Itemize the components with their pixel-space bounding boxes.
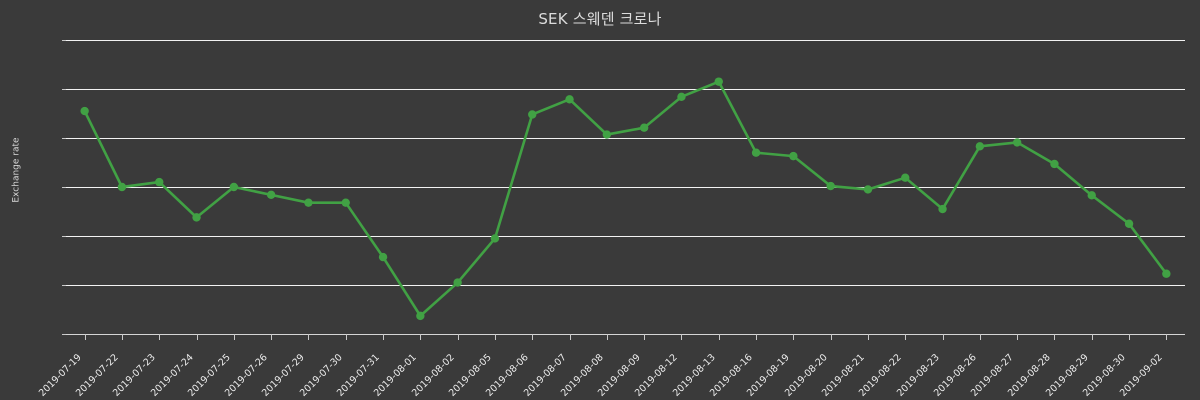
data-point-marker[interactable]: 2019-08-20: 125.02 xyxy=(826,181,835,191)
plot-area: 122123124125126127128 2019-07-19: 126.55… xyxy=(62,40,1185,335)
data-point-marker[interactable]: 2019-08-01: 122.37 xyxy=(416,311,425,321)
series-polyline xyxy=(83,80,1168,318)
data-point-marker[interactable]: 2019-07-25: 125 xyxy=(229,182,239,192)
data-point-marker[interactable]: 2019-08-08: 126.07 xyxy=(602,130,612,139)
data-point-marker[interactable]: 2019-07-30: 124.68 xyxy=(341,198,350,207)
data-point-marker[interactable]: 2019-08-26: 125.83 xyxy=(975,142,985,151)
data-point-marker[interactable]: 2019-08-29: 124.83 xyxy=(1087,191,1096,200)
gridline xyxy=(66,285,1185,286)
x-axis-tick-mark xyxy=(569,334,571,340)
y-axis-title-label: Exchange rate xyxy=(12,137,22,203)
data-point-marker[interactable]: 2019-08-27: 125.91 xyxy=(1012,138,1022,147)
data-point-marker[interactable]: 2019-07-22: 125 xyxy=(117,182,127,192)
x-axis-tick-mark xyxy=(718,334,720,340)
x-axis-tick-mark xyxy=(1017,334,1019,340)
series-line: 2019-07-19: 126.55 2019-07-22: 125 2019-07… xyxy=(80,77,1171,321)
data-point-marker[interactable]: 2019-08-23: 124.55 xyxy=(938,204,947,214)
x-axis-tick-mark xyxy=(494,334,496,340)
data-point-marker[interactable]: 2019-07-24: 124.38 xyxy=(192,213,201,222)
data-point-marker[interactable]: 2019-08-22: 125.19 xyxy=(901,173,910,182)
x-axis-tick-mark xyxy=(159,334,161,340)
data-point-marker[interactable]: 2019-08-16: 125.7 xyxy=(751,148,761,157)
x-axis-tick-mark xyxy=(979,334,981,340)
x-axis-tick-mark xyxy=(1054,334,1056,340)
gridline xyxy=(66,138,1185,139)
gridline xyxy=(66,187,1185,188)
data-point-marker[interactable]: 2019-07-23: 125.1 xyxy=(155,177,164,187)
x-axis-tick-mark xyxy=(457,334,459,340)
gridline xyxy=(66,236,1185,237)
data-point-marker[interactable]: 2019-07-31: 123.57 xyxy=(378,252,388,262)
data-point-marker[interactable]: 2019-08-02: 123.05 xyxy=(453,278,462,287)
x-axis-tick-mark xyxy=(644,334,646,340)
x-axis-line xyxy=(66,334,1185,335)
x-axis-tick-mark xyxy=(308,334,310,340)
x-axis-tick-mark xyxy=(532,334,534,340)
x-axis-tick-mark xyxy=(756,334,758,340)
y-axis-tick-mark xyxy=(62,285,66,286)
x-axis-tick-mark xyxy=(271,334,273,340)
x-axis-tick-mark xyxy=(606,334,608,340)
data-point-marker[interactable]: 2019-08-05: 123.95 xyxy=(490,234,500,243)
data-point-marker[interactable]: 2019-08-30: 124.25 xyxy=(1124,219,1134,228)
x-axis-tick-mark xyxy=(121,334,123,340)
data-point-marker[interactable]: 2019-08-12: 126.84 xyxy=(677,92,686,102)
y-axis-tick-mark xyxy=(62,138,66,139)
x-axis-tick-mark xyxy=(793,334,795,340)
x-axis-tick-mark xyxy=(942,334,944,340)
data-point-marker[interactable]: 2019-07-19: 126.55 xyxy=(80,106,89,116)
y-axis-tick-mark xyxy=(62,40,66,41)
x-axis-tick-mark xyxy=(830,334,832,340)
x-axis-tick-mark xyxy=(345,334,347,340)
y-axis-tick-mark xyxy=(62,187,66,188)
gridline xyxy=(66,89,1185,90)
data-point-marker[interactable]: 2019-07-26: 124.84 xyxy=(266,190,276,200)
data-point-marker[interactable]: 2019-08-09: 126.21 xyxy=(639,123,649,132)
data-point-marker[interactable]: 2019-08-13: 127.15 xyxy=(714,77,723,86)
x-axis-tick-mark xyxy=(1166,334,1168,340)
data-point-marker[interactable]: 2019-08-07: 126.79 xyxy=(565,95,574,104)
data-point-marker[interactable]: 2019-09-02: 123.23 xyxy=(1162,269,1171,278)
x-axis-tick-mark xyxy=(867,334,869,340)
y-axis-tick-mark xyxy=(62,334,66,335)
x-axis-tick-mark xyxy=(681,334,683,340)
data-point-marker[interactable]: 2019-08-28: 125.47 xyxy=(1050,159,1059,169)
data-point-marker[interactable]: 2019-08-06: 126.48 xyxy=(528,110,537,119)
x-axis-tick-mark xyxy=(383,334,385,340)
x-axis-tick-mark xyxy=(196,334,198,340)
x-axis-tick-mark xyxy=(1091,334,1093,340)
y-axis-tick-mark xyxy=(62,236,66,237)
x-axis-tick-mark xyxy=(233,334,235,340)
x-axis-tick-mark xyxy=(420,334,422,340)
page-title: SEK 스웨덴 크로나 xyxy=(538,10,662,28)
gridline xyxy=(66,40,1185,41)
y-axis-tick-mark xyxy=(62,89,66,90)
data-point-marker[interactable]: 2019-08-19: 125.63 xyxy=(789,151,798,161)
x-axis-tick-mark xyxy=(84,334,86,340)
data-point-marker[interactable]: 2019-08-21: 124.95 xyxy=(863,185,873,194)
x-axis-tick-mark xyxy=(1129,334,1131,340)
x-axis-tick-mark xyxy=(905,334,907,340)
data-point-marker[interactable]: 2019-07-29: 124.68 xyxy=(304,198,313,207)
y-axis-title: Exchange rate xyxy=(6,0,28,340)
